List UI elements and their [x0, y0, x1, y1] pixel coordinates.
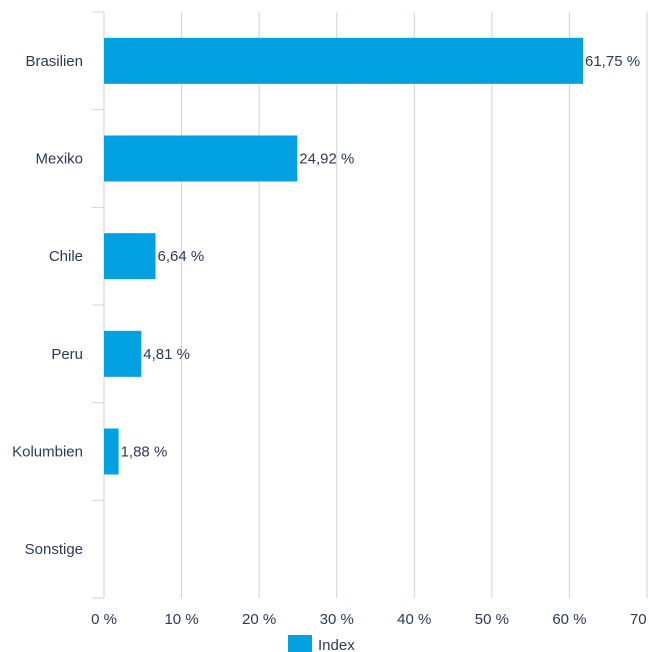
x-tick-labels: 0 % 10 % 20 % 30 % 40 % 50 % 60 % 70 %	[91, 611, 649, 628]
legend-label: Index	[318, 637, 355, 652]
bar	[104, 428, 119, 475]
data-label: 1,88 %	[121, 444, 168, 461]
bars	[104, 37, 584, 475]
data-labels: 61,75 % 24,92 % 6,64 % 4,81 % 1,88 %	[121, 53, 640, 461]
x-tick-label: 60 %	[552, 611, 586, 628]
category-label: Chile	[49, 248, 83, 265]
axes	[92, 11, 105, 599]
bar	[104, 233, 156, 280]
legend: Index	[288, 635, 355, 652]
data-label: 24,92 %	[299, 151, 354, 168]
category-label: Brasilien	[25, 53, 83, 70]
x-tick-label: 20 %	[242, 611, 276, 628]
x-tick-label: 40 %	[397, 611, 431, 628]
x-tick-label: 0 %	[91, 611, 117, 628]
bar	[104, 37, 584, 84]
x-tick-label: 50 %	[475, 611, 509, 628]
category-label: Kolumbien	[12, 444, 83, 461]
data-label: 4,81 %	[143, 346, 190, 363]
x-tick-label: 30 %	[320, 611, 354, 628]
data-label: 6,64 %	[158, 248, 205, 265]
category-label: Peru	[51, 346, 83, 363]
category-label: Mexiko	[35, 151, 83, 168]
bar	[104, 330, 142, 377]
data-label: 61,75 %	[585, 53, 640, 70]
x-tick-label: 10 %	[164, 611, 198, 628]
category-label: Sonstige	[25, 541, 83, 558]
grid-lines	[181, 12, 648, 598]
legend-swatch	[288, 635, 312, 652]
bar	[104, 135, 298, 182]
x-tick-label: 70 %	[630, 611, 649, 628]
category-labels: Brasilien Mexiko Chile Peru Kolumbien Sonstig…	[12, 53, 83, 558]
